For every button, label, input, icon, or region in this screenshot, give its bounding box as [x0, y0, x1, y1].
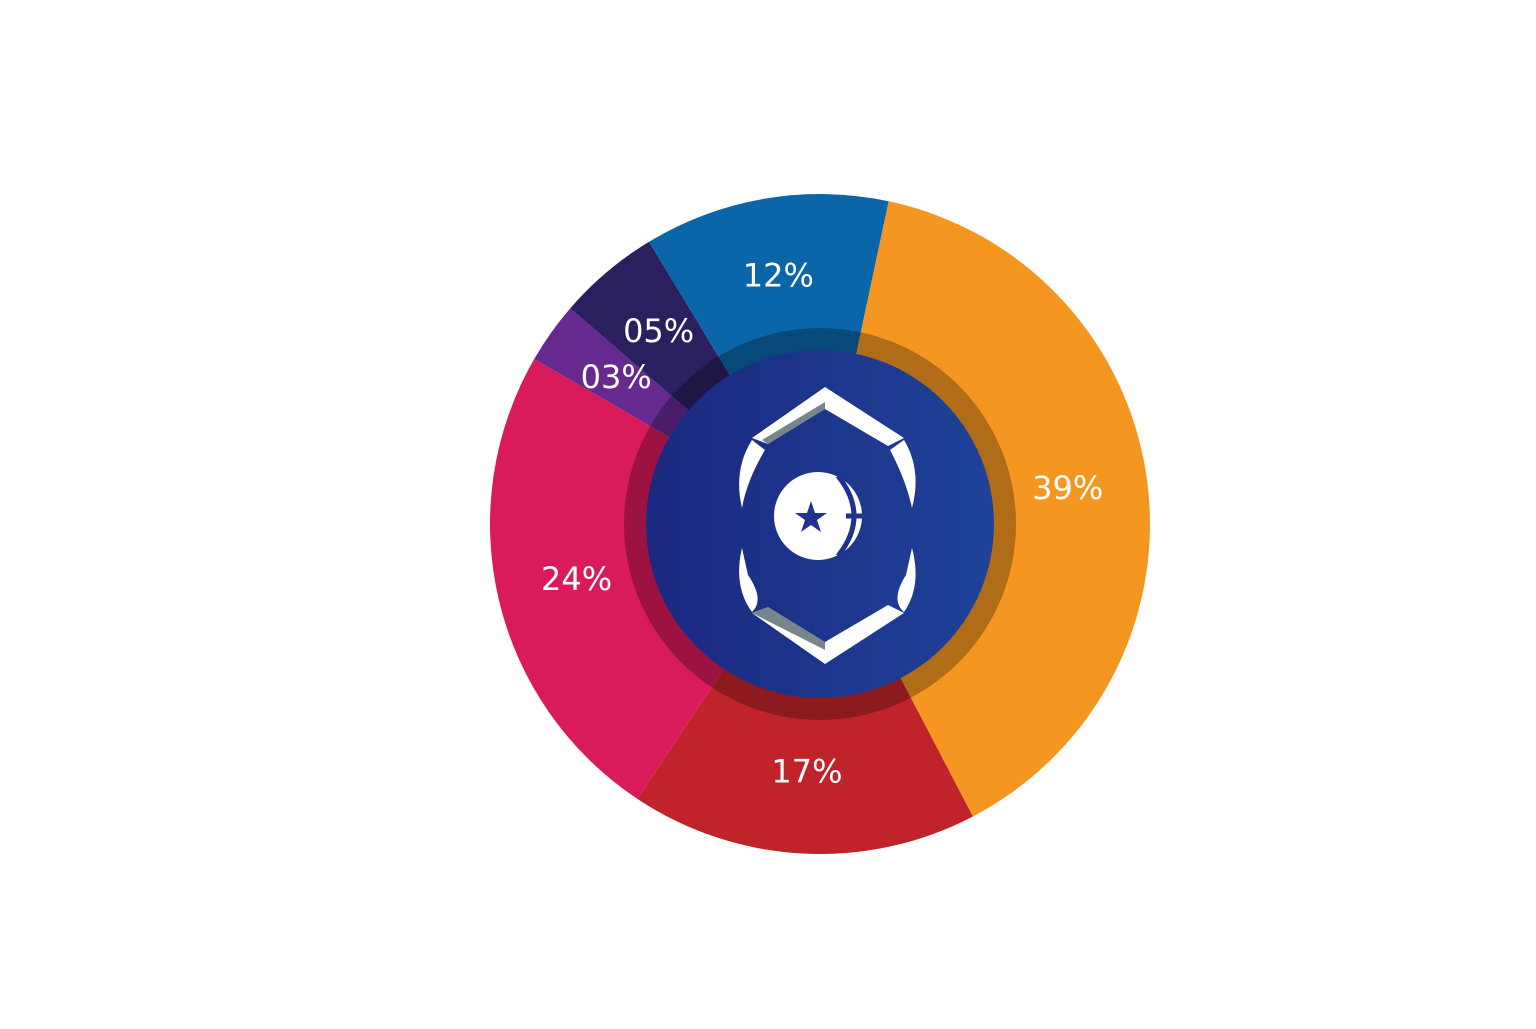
slice-label: 17%: [771, 753, 842, 791]
slice-label: 39%: [1032, 469, 1103, 507]
slice-label: 03%: [581, 358, 652, 396]
slice-label: 24%: [541, 560, 612, 598]
logo-top-right-arm: [825, 387, 904, 446]
logo-blade-upper-right: [890, 440, 916, 508]
slice-labels: 39% 17% 24% 03% 05% 12%: [541, 257, 1103, 791]
slice-label: 12%: [743, 257, 814, 295]
logo-top-shade: [762, 402, 825, 444]
logo-blade-lower-right: [897, 548, 916, 612]
logo-bottom-shade: [752, 607, 825, 650]
hexagon-emblem-icon: [739, 387, 916, 664]
star-icon: [795, 501, 827, 532]
slice-label: 05%: [623, 312, 694, 350]
logo-blade-lower-left: [739, 548, 758, 612]
logo-top-left-arm: [752, 387, 825, 444]
logo-bottom-right-arm: [825, 605, 904, 664]
logo-blade-upper-left: [739, 440, 765, 508]
